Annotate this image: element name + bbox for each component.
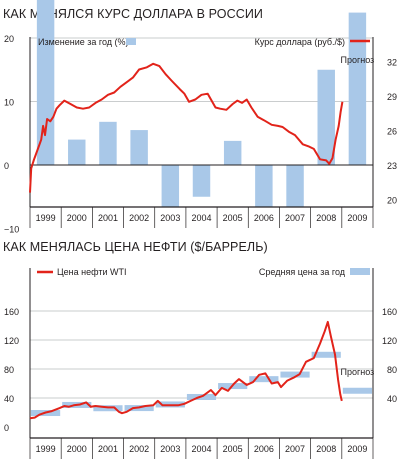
usd-left-tick-label: 0 (4, 161, 9, 171)
oil-left-tick-label: 40 (4, 394, 14, 404)
oil-xtick-label: 1999 (36, 444, 56, 454)
oil-average-step-2008 (311, 351, 341, 358)
oil-xtick-label: 2006 (254, 444, 274, 454)
usd-xtick-label: 2008 (316, 213, 336, 223)
usd-xtick-label: 2005 (223, 213, 243, 223)
oil-forecast-annotation: Прогноз (341, 367, 375, 377)
usd-xtick-label: 2002 (129, 213, 149, 223)
usd-left-tick-label: 10 (4, 98, 14, 108)
usd-right-tick-label: 29 (387, 92, 397, 102)
oil-left-tick-label: 80 (4, 365, 14, 375)
usd-bar-2004 (192, 165, 211, 197)
usd-bar-2008 (317, 69, 335, 165)
usd-right-tick-label: 20 (387, 196, 397, 206)
oil-legend-line-label: Цена нефти WTI (57, 267, 126, 277)
usd-bar-2001 (99, 121, 117, 165)
usd-forecast-annotation: Прогноз (341, 55, 375, 65)
oil-xtick-label: 2005 (223, 444, 243, 454)
oil-xtick-label: 2002 (129, 444, 149, 454)
usd-xtick-label: 2000 (67, 213, 87, 223)
usd-bar-2002 (130, 130, 148, 165)
oil-right-tick-label: 80 (387, 365, 397, 375)
usd-legend-line-label: Курс доллара (руб./$) (255, 37, 345, 47)
oil-left-tick-label: 0 (4, 423, 9, 433)
oil-right-tick-label: 120 (382, 336, 397, 346)
oil-average-step-2007 (280, 371, 310, 378)
oil-xtick-label: 2007 (285, 444, 305, 454)
oil-wti-line (29, 320, 343, 420)
usd-chart-title: КАК МЕНЯЛСЯ КУРС ДОЛЛАРА В РОССИИ (3, 7, 263, 21)
usd-xtick-label: 2007 (285, 213, 305, 223)
oil-average-step-2006 (249, 376, 279, 383)
usd-right-tick-label: 26 (387, 127, 397, 137)
usd-bar-2000 (68, 139, 86, 165)
usd-bar-2007 (286, 165, 304, 210)
oil-xtick-label: 2001 (98, 444, 118, 454)
oil-xtick-label: 2003 (160, 444, 180, 454)
oil-left-tick-label: 160 (4, 307, 19, 317)
usd-left-tick-label: 20 (4, 34, 14, 44)
oil-right-tick-label: 160 (382, 307, 397, 317)
usd-legend-bar-label: Изменение за год (%) (38, 37, 129, 47)
oil-xaxis-band (30, 438, 373, 459)
usd-xtick-label: 1999 (36, 213, 56, 223)
usd-legend-bar-swatch (126, 38, 136, 45)
oil-xtick-label: 2009 (347, 444, 367, 454)
oil-left-tick-label: 120 (4, 336, 19, 346)
usd-xtick-label: 2009 (347, 213, 367, 223)
oil-average-step-2009 (342, 387, 372, 394)
usd-right-tick-label: 32 (387, 58, 397, 68)
usd-xtick-label: 2004 (191, 213, 211, 223)
oil-right-tick-label: 40 (387, 394, 397, 404)
oil-chart-title: КАК МЕНЯЛАСЬ ЦЕНА НЕФТИ ($/БАРРЕЛЬ) (3, 240, 268, 254)
usd-bar-2009 (348, 12, 367, 165)
usd-left-tick-label: −10 (4, 225, 19, 235)
usd-bar-2005 (223, 140, 242, 165)
usd-xtick-label: 2001 (98, 213, 118, 223)
oil-xtick-label: 2000 (67, 444, 87, 454)
oil-xtick-label: 2008 (316, 444, 336, 454)
oil-legend-bar-label: Средняя цена за год (259, 267, 346, 277)
oil-legend-bar-swatch (350, 268, 370, 275)
oil-xtick-label: 2004 (191, 444, 211, 454)
usd-right-tick-label: 23 (387, 161, 397, 171)
usd-rate-line (29, 62, 344, 193)
usd-xaxis-band (30, 207, 373, 228)
usd-bar-1999 (36, 0, 55, 166)
usd-xtick-label: 2006 (254, 213, 274, 223)
usd-xtick-label: 2003 (160, 213, 180, 223)
